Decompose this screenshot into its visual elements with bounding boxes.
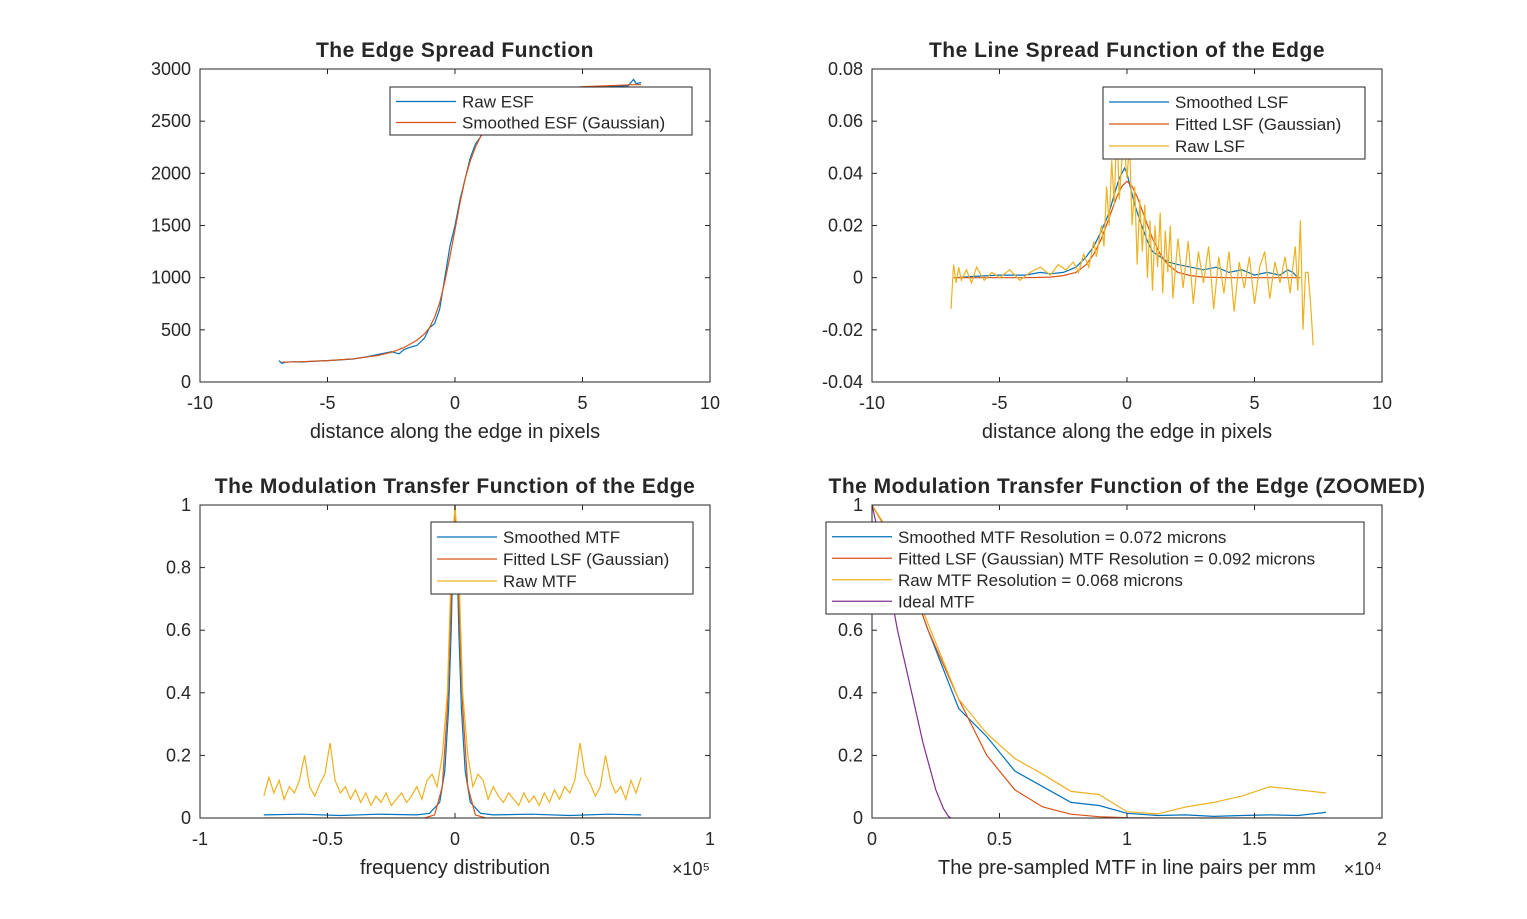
x-tick-label: 5 (577, 393, 587, 413)
x-tick-label: 0.5 (987, 829, 1012, 849)
y-tick-label: 1 (181, 495, 191, 515)
series-line-1 (956, 166, 1299, 279)
legend-entry: Smoothed MTF (503, 528, 620, 547)
y-tick-label: 2000 (151, 163, 191, 183)
y-tick-label: 0 (853, 268, 863, 288)
chart-title: The Modulation Transfer Function of the … (215, 475, 696, 498)
y-tick-label: 0.4 (166, 683, 191, 703)
x-axis-exponent: ×10⁴ (1344, 859, 1382, 879)
y-tick-label: 0.2 (838, 745, 863, 765)
x-tick-label: 0 (450, 393, 460, 413)
x-tick-label: 5 (1249, 393, 1259, 413)
y-tick-label: 0.8 (166, 558, 191, 578)
y-tick-label: 500 (161, 320, 191, 340)
chart-title: The Modulation Transfer Function of the … (829, 475, 1426, 498)
legend: Smoothed MTF Resolution = 0.072 microns F… (825, 521, 1365, 615)
x-axis-label: frequency distribution (360, 857, 550, 879)
y-tick-label: 0.6 (838, 620, 863, 640)
legend-entry: Fitted LSF (Gaussian) MTF Resolution = 0… (898, 549, 1315, 568)
y-tick-label: 0.2 (166, 745, 191, 765)
y-tick-label: 3000 (151, 59, 191, 79)
x-tick-label: 0 (1122, 393, 1132, 413)
x-tick-label: -0.5 (312, 829, 343, 849)
x-tick-label: 0 (450, 829, 460, 849)
y-tick-label: 0.02 (828, 216, 863, 236)
series-line-3 (950, 121, 1314, 346)
legend-entry: Fitted LSF (Gaussian) (1175, 115, 1341, 134)
legend-entry: Ideal MTF (898, 592, 975, 611)
x-tick-label: 1 (705, 829, 715, 849)
x-tick-label: 1.5 (1242, 829, 1267, 849)
legend-entry: Raw LSF (1175, 137, 1245, 156)
y-tick-label: 0 (181, 372, 191, 392)
legend: Raw ESF Smoothed ESF (Gaussian) (389, 86, 693, 136)
chart-2: -10 -5 0 5 10 -0.04 -0.02 0 0.02 0.04 0.06 0.08 The … (822, 39, 1392, 443)
y-tick-label: 1 (853, 495, 863, 515)
y-tick-label: -0.04 (822, 372, 863, 392)
x-tick-label: 10 (1372, 393, 1392, 413)
x-axis-label: distance along the edge in pixels (310, 421, 600, 443)
legend-entry: Raw MTF Resolution = 0.068 microns (898, 571, 1183, 590)
y-tick-label: -0.02 (822, 320, 863, 340)
x-tick-label: 10 (700, 393, 720, 413)
legend-entry: Raw ESF (462, 93, 534, 112)
x-tick-label: -10 (859, 393, 885, 413)
chart-1: -10 -5 0 5 10 0 500 1000 1500 2000 2500 3000 The Edg… (151, 39, 720, 443)
y-tick-label: 1500 (151, 216, 191, 236)
x-tick-label: 0.5 (570, 829, 595, 849)
y-tick-label: 0.08 (828, 59, 863, 79)
series-line-3 (872, 505, 1326, 815)
series-line-2 (872, 505, 1326, 818)
series-line-1 (263, 505, 642, 817)
legend: Smoothed LSF Fitted LSF (Gaussian) Raw LSF (1102, 86, 1366, 160)
y-tick-label: 0.6 (166, 620, 191, 640)
x-tick-label: -10 (187, 393, 213, 413)
legend-entry: Smoothed LSF (1175, 93, 1288, 112)
y-tick-label: 0.06 (828, 111, 863, 131)
y-tick-label: 0 (181, 808, 191, 828)
chart-title: The Edge Spread Function (316, 39, 594, 62)
chart-3: -1 -0.5 0 0.5 1 0 0.2 0.4 0.6 0.8 1 The Modulation … (166, 475, 715, 879)
x-axis-label: distance along the edge in pixels (982, 421, 1272, 443)
x-tick-label: -5 (319, 393, 335, 413)
y-tick-label: 2500 (151, 111, 191, 131)
y-tick-label: 0 (853, 808, 863, 828)
x-tick-label: 2 (1377, 829, 1387, 849)
x-axis-exponent: ×10⁵ (672, 859, 710, 879)
x-tick-label: -1 (192, 829, 208, 849)
x-tick-label: -5 (991, 393, 1007, 413)
chart-title: The Line Spread Function of the Edge (929, 39, 1325, 62)
x-axis-label: The pre-sampled MTF in line pairs per mm (938, 857, 1316, 879)
x-tick-label: 1 (1122, 829, 1132, 849)
series-line-1 (872, 505, 1326, 818)
y-tick-label: 0.04 (828, 163, 863, 183)
y-tick-label: 0.4 (838, 683, 863, 703)
x-tick-label: 0 (867, 829, 877, 849)
series-line-2 (263, 505, 642, 818)
legend-entry: Raw MTF (503, 572, 577, 591)
legend-entry: Fitted LSF (Gaussian) (503, 550, 669, 569)
legend-entry: Smoothed MTF Resolution = 0.072 microns (898, 528, 1226, 547)
legend: Smoothed MTF Fitted LSF (Gaussian) Raw MTF (430, 521, 694, 595)
legend-entry: Smoothed ESF (Gaussian) (462, 114, 665, 133)
y-tick-label: 1000 (151, 268, 191, 288)
